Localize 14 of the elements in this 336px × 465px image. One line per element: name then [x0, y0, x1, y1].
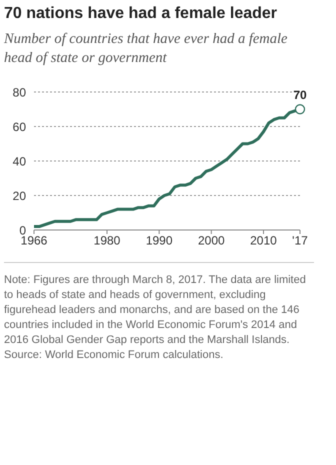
y-tick-label: 60	[12, 120, 26, 134]
y-tick-label: 80	[12, 85, 26, 100]
x-tick-label: 1980	[94, 234, 121, 248]
x-tick-label: 2010	[250, 234, 278, 248]
x-tick-label: 2000	[198, 234, 226, 248]
source-note: Source: World Economic Forum calculations.	[4, 348, 224, 363]
chart-subtitle: Number of countries that have ever had a female head of state or government	[4, 30, 288, 68]
annotation: 70	[293, 88, 307, 102]
x-tick-label: '17	[292, 234, 308, 248]
x-tick-label: 1990	[146, 234, 173, 248]
y-tick-label: 20	[12, 188, 26, 203]
text: Note: Figures are through March 8, 2017. The data are limited to heads of state and heads of government, excluding figurehead leaders and monarchs, and are based on the 146 countries included in the World Economic Forum's 2014 and 2016 Global Gender Gap reports and the Marshall Islands.	[4, 273, 307, 348]
chart-title: 70 nations have had a female leader	[4, 4, 278, 24]
y-tick-label: 40	[12, 154, 26, 168]
